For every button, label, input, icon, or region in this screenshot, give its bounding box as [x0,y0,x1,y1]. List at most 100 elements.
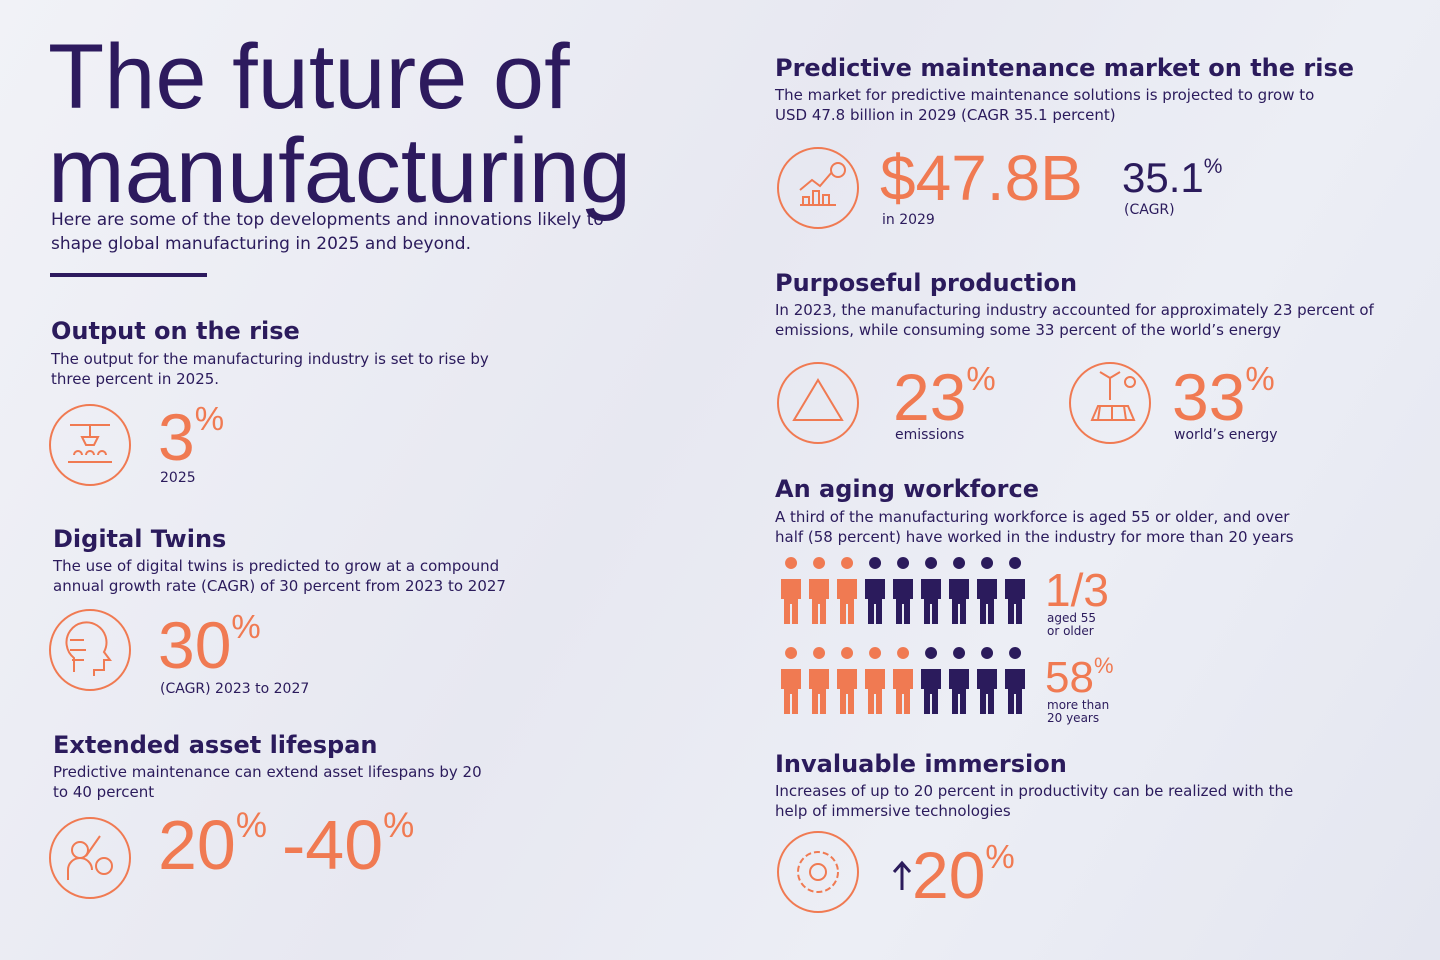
caption-line: 20 years [1047,711,1100,725]
section-heading: Output on the rise [51,317,300,345]
description-line: The market for predictive maintenance so… [775,86,1315,104]
description-line: A third of the manufacturing workforce i… [775,508,1290,526]
person-figure [949,647,969,714]
description-line: In 2023, the manufacturing industry acco… [775,301,1374,319]
stat-unit: % [985,838,1015,876]
stat-unit: % [231,608,261,646]
icon-gear [797,851,839,893]
icon-ring [777,362,859,444]
section-description: The use of digital twins is predicted to… [53,556,506,596]
title-line: The future of [48,26,570,128]
stat: 30% [158,610,261,678]
caption-line: (CAGR) 2023 to 2027 [160,681,310,697]
subtitle: Here are some of the top developments an… [51,208,604,256]
caption-line: world’s energy [1174,427,1278,443]
person-figure [809,647,829,714]
section-heading: Purposeful production [775,269,1078,297]
stat-value: 3 [158,400,195,474]
person-figure [1005,557,1025,624]
stat-caption: emissions [895,428,964,443]
caption-line: or older [1047,624,1094,638]
subtitle-line: Here are some of the top developments an… [51,210,604,230]
stat: $47.8B [880,146,1083,210]
stat-unit: % [1203,154,1223,178]
person-figure [865,647,885,714]
description-line: half (58 percent) have worked in the ind… [775,528,1294,546]
icon-head [65,621,112,676]
person-figure [893,557,913,624]
icon-worker [67,835,101,880]
stat-unit: % [235,806,267,846]
stat-value: 23 [893,360,967,434]
icon-ring [49,609,131,691]
person-figure [781,647,801,714]
icon-coin [830,162,846,178]
person-figure [893,647,913,714]
divider [50,273,207,277]
caption-line: 2025 [160,470,196,486]
person-figure [809,557,829,624]
person-figure [837,557,857,624]
stat-value: 33 [1172,360,1246,434]
description-line: Increases of up to 20 percent in product… [775,782,1294,800]
section-heading: An aging workforce [775,475,1039,503]
section-description: In 2023, the manufacturing industry acco… [775,300,1374,340]
icon-gear-hub [809,863,827,881]
icon-set [49,147,1151,913]
description-line: The use of digital twins is predicted to… [53,557,500,575]
caption-line: emissions [895,427,965,443]
description-line: annual growth rate (CAGR) of 30 percent … [53,577,506,595]
stat-caption: (CAGR) [1124,203,1175,218]
section-description: Predictive maintenance can extend asset … [53,762,482,802]
caption-line: in 2029 [882,212,935,228]
stat: 58% [1045,653,1114,702]
section-description: The output for the manufacturing industr… [51,349,489,389]
section-description: The market for predictive maintenance so… [775,85,1314,125]
subtitle-line: shape global manufacturing in 2025 and b… [51,234,471,254]
icon-ring [49,817,131,899]
stat: 1/3 [1045,567,1109,613]
icon-warning [792,378,844,421]
section-heading: Extended asset lifespan [53,731,378,759]
stat-value: 30 [158,608,232,682]
icon-gear [95,857,113,875]
stat: -40% [282,808,414,880]
title-line: manufacturing [48,120,631,222]
description-line: to 40 percent [53,783,155,801]
stat: 35.1% [1122,154,1223,199]
person-figure [1005,647,1025,714]
stat-caption: 2025 [160,471,196,486]
section-heading: Predictive maintenance market on the ris… [775,54,1355,82]
stat-unit: % [1245,360,1275,398]
person-figure [977,557,997,624]
icon-chart [799,171,836,206]
description-line: emissions, while consuming some 33 perce… [775,321,1281,339]
icon-ring [777,147,859,229]
section-heading: Invaluable immersion [775,750,1067,778]
caption-line: aged 55 [1047,611,1097,625]
description-line: Predictive maintenance can extend asset … [53,763,482,781]
description-line: help of immersive technologies [775,802,1011,820]
caption-line: (CAGR) [1124,202,1175,218]
title: The future of manufacturing [48,30,631,218]
stat-caption: (CAGR) 2023 to 2027 [160,682,309,697]
person-figure [949,557,969,624]
stat-unit: % [966,360,996,398]
icon-robot [68,424,112,463]
description-line: three percent in 2025. [51,370,220,388]
person-figure [921,647,941,714]
person-figure [977,647,997,714]
section-description: A third of the manufacturing workforce i… [775,507,1294,547]
stat-unit: % [194,400,225,438]
stat-value: 20 [912,838,986,912]
stat: 20% [158,808,267,880]
person-figure [837,647,857,714]
description-line: The output for the manufacturing industr… [51,350,489,368]
stat-value: 1/3 [1045,564,1109,616]
stat-caption: aged 55 or older [1047,612,1096,638]
stat-unit: % [383,806,415,846]
stat-value: 58 [1045,653,1094,702]
arrow-up [892,860,912,890]
